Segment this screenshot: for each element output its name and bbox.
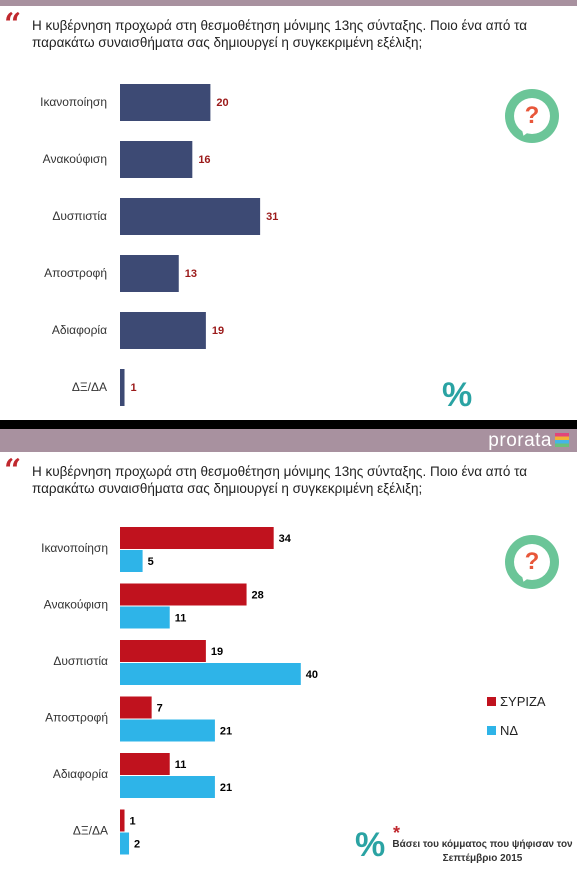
data-label: 7 [157,703,163,715]
category-label: Αδιαφορία [52,323,107,337]
brand-logo: prorata [488,429,569,452]
footnote-text: Βάσει του κόμματος που ψήφισαν τον Σεπτέ… [392,839,573,864]
bar-chart-total: Ικανοποίηση 20 Ανακούφιση 16 Δυσπιστία 31 Αποσ… [40,84,278,406]
question-text: Η κυβέρνηση προχωρά στη θεσμοθέτηση μόνι… [32,18,528,50]
bar-nd [120,832,130,855]
legend-syriza: ΣΥΡΙΖΑ [487,695,546,709]
category-label: ΔΞ/ΔΑ [72,380,107,394]
category-label: Αποστροφή [45,711,108,725]
question-badge-icon: ? [505,89,559,143]
category-label: Δυσπιστία [52,209,107,223]
brand-name: prorata [488,430,552,451]
panel-divider [0,420,577,429]
legend-swatch-nd [487,726,496,735]
category-label: Αποστροφή [44,266,107,280]
category-label: Ικανοποίηση [40,95,107,109]
bar-nd [120,776,215,798]
data-label: 40 [306,669,318,681]
question-mark: ? [514,98,550,134]
bar-nd [120,550,143,572]
data-label: 16 [198,154,210,166]
bar-syriza [120,583,247,606]
header-bar [0,429,577,452]
data-label: 1 [131,382,137,394]
data-label: 20 [216,97,228,109]
bar-syriza [120,527,274,549]
bar [120,84,211,121]
brand-mark-icon [555,433,569,447]
header-bar [0,0,577,6]
data-label: 11 [175,759,187,771]
percent-icon: % [442,376,473,414]
percent-icon: % [355,826,386,864]
data-label: 21 [220,726,232,738]
data-label: 28 [252,590,264,602]
data-label: 11 [175,613,187,625]
category-label: Αδιαφορία [53,767,108,781]
bar-syriza [120,696,152,719]
bar [120,198,261,235]
quote-mark-icon: “ [4,7,22,42]
bar-nd [120,663,301,685]
bar-nd [120,606,170,629]
legend-label-nd: ΝΔ [500,723,519,738]
question-badge-icon: ? [505,535,559,589]
category-label: ΔΞ/ΔΑ [73,824,108,838]
category-label: Δυσπιστία [53,654,108,668]
bar [120,369,125,406]
data-label: 2 [134,839,140,851]
bar-syriza [120,809,125,832]
question-mark: ? [514,544,550,580]
footnote-star: * [393,823,401,843]
question-text: Η κυβέρνηση προχωρά στη θεσμοθέτηση μόνι… [32,464,528,496]
data-label: 19 [212,325,224,337]
bar-syriza [120,753,170,775]
data-label: 1 [130,816,136,828]
data-label: 31 [266,211,278,223]
quote-mark-icon: “ [4,453,22,488]
bar [120,141,193,178]
bar [120,312,206,349]
legend-label-syriza: ΣΥΡΙΖΑ [500,694,546,709]
bar [120,255,179,292]
data-label: 34 [279,533,292,545]
legend-nd: ΝΔ [487,724,518,738]
data-label: 13 [185,268,197,280]
chart-panel-total: “ Η κυβέρνηση προχωρά στη θεσμοθέτηση μό… [0,0,577,420]
category-label: Ικανοποίηση [41,541,108,555]
bar-nd [120,719,215,742]
data-label: 19 [211,646,223,658]
bar-syriza [120,640,206,662]
legend-swatch-syriza [487,697,496,706]
data-label: 21 [220,782,232,794]
category-label: Ανακούφιση [44,598,108,612]
category-label: Ανακούφιση [43,152,107,166]
bar-chart-by-party: Ικανοποίηση 34 5 Ανακούφιση 28 11 Δυσπιστία 19 4… [41,527,318,855]
data-label: 5 [148,556,154,568]
chart-panel-by-party: prorata “ Η κυβέρνηση προχωρά στη θεσμοθ… [0,429,577,878]
